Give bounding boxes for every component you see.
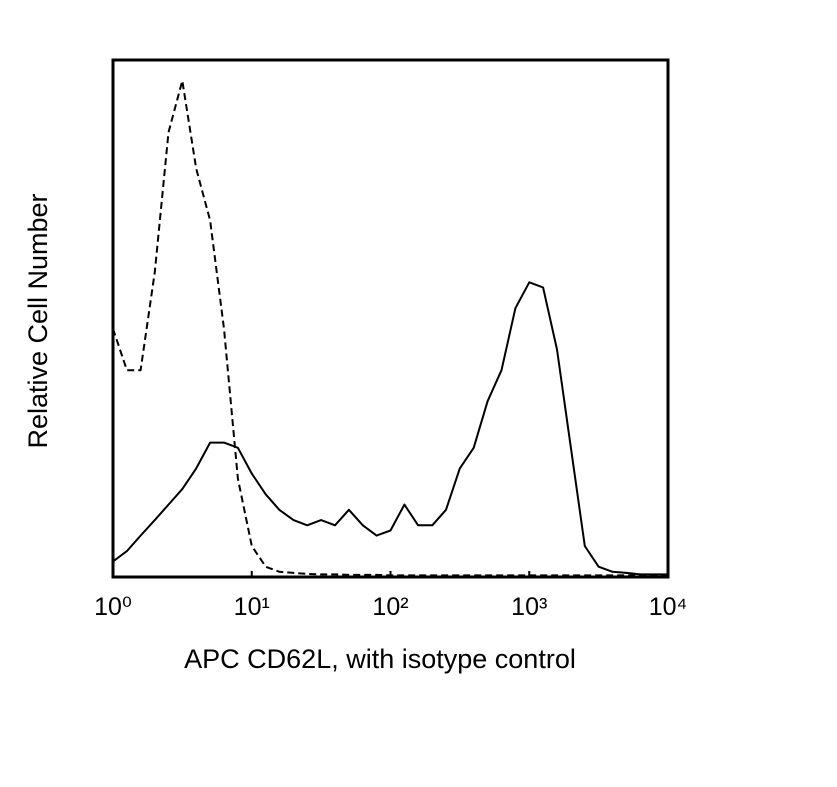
x-tick-label: 10⁰ bbox=[94, 593, 132, 621]
solid-line bbox=[112, 281, 668, 576]
x-axis-title: APC CD62L, with isotype control bbox=[184, 644, 576, 674]
y-axis-title: Relative Cell Number bbox=[23, 193, 53, 448]
dashed-line bbox=[112, 79, 668, 577]
plot-frame bbox=[111, 58, 670, 579]
x-tick-label: 10¹ bbox=[234, 593, 270, 621]
x-tick-label: 10⁴ bbox=[649, 593, 688, 621]
x-tick-label: 10² bbox=[372, 593, 408, 621]
x-tick-label: 10³ bbox=[511, 593, 547, 621]
